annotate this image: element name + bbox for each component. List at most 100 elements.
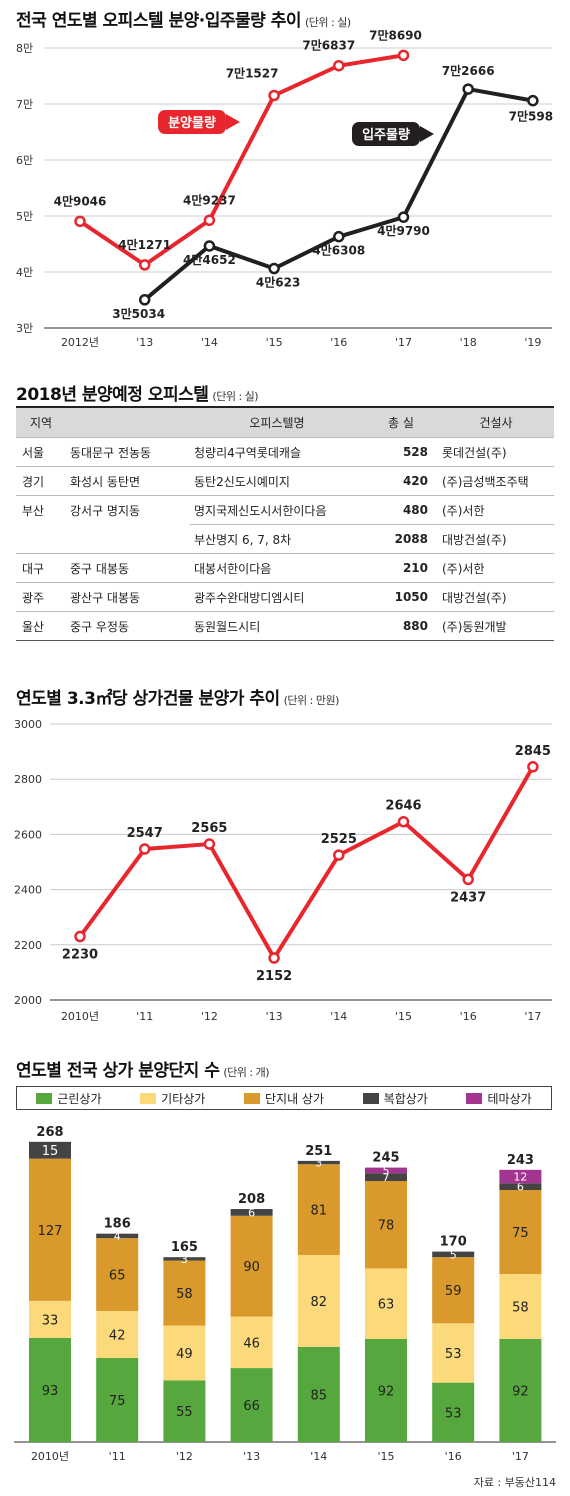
bar-segment — [432, 1382, 475, 1442]
header-region: 지역 — [16, 406, 66, 438]
cell-total: 210 — [364, 553, 438, 583]
cell-total: 880 — [364, 611, 438, 641]
data-point — [203, 214, 216, 227]
series-tag-pointer — [420, 126, 434, 142]
bar-total-label: 170 — [440, 1235, 467, 1250]
series-tag — [158, 110, 226, 134]
segment-label: 7 — [383, 1171, 390, 1184]
cell-district — [66, 525, 190, 554]
cell-builder: (주)금성백조주택 — [438, 466, 554, 496]
x-tick-label: '15 — [395, 1010, 412, 1023]
segment-label: 42 — [109, 1328, 126, 1343]
cell-name: 명지국제신도시서한이다음 — [190, 495, 364, 525]
segment-label: 78 — [378, 1219, 395, 1234]
data-point — [333, 230, 345, 243]
segment-label: 53 — [445, 1347, 462, 1362]
bar-total-label: 243 — [507, 1153, 534, 1168]
data-label: 4만9790 — [377, 223, 430, 238]
y-tick-label: 3만 — [16, 322, 33, 335]
x-tick-label: 2010년 — [61, 1010, 99, 1023]
data-label: 7만6837 — [302, 38, 355, 53]
segment-label: 93 — [42, 1384, 59, 1399]
series-tag-pointer — [226, 114, 240, 130]
cell-name: 동원월드시티 — [190, 611, 364, 641]
data-label: 4만9046 — [54, 193, 107, 208]
series-tag-label: 입주물량 — [362, 128, 410, 143]
segment-label: 82 — [311, 1295, 328, 1310]
cell-region — [16, 525, 66, 554]
data-label: 4만4652 — [183, 252, 236, 267]
segment-label: 75 — [109, 1394, 126, 1409]
data-label: 4만6308 — [312, 243, 365, 258]
x-tick-label: '11 — [136, 1010, 153, 1023]
data-label: 2437 — [450, 890, 486, 905]
data-point — [527, 761, 539, 773]
legend-item: 근린상가 — [36, 1090, 102, 1107]
cell-region: 서울 — [16, 437, 66, 467]
x-tick-label: '16 — [330, 336, 347, 349]
bar-segment — [29, 1300, 71, 1338]
header-district — [66, 406, 190, 438]
y-tick-label: 5만 — [16, 210, 33, 223]
segment-label: 6 — [248, 1206, 255, 1219]
legend-label: 단지내 상가 — [264, 1091, 324, 1106]
cell-builder: 롯데건설(주) — [438, 437, 554, 467]
bar-segment — [432, 1251, 475, 1258]
x-tick-label: '15 — [377, 1450, 394, 1463]
legend-item: 기타상가 — [140, 1090, 205, 1107]
bar-total-label: 245 — [372, 1151, 399, 1166]
data-point — [268, 262, 280, 275]
y-tick-label: 4만 — [16, 266, 33, 279]
segment-label: 33 — [42, 1313, 59, 1328]
data-point — [333, 849, 345, 861]
data-label: 4만623 — [256, 275, 300, 290]
cell-district: 강서구 명지동 — [66, 495, 190, 525]
segment-label: 63 — [378, 1298, 395, 1313]
cell-total: 480 — [364, 495, 438, 525]
bar-segment — [432, 1323, 475, 1383]
segment-label: 81 — [311, 1204, 328, 1219]
chart2-title: 연도별 3.3㎡당 상가건물 분양가 추이 (단위 : 만원) — [16, 689, 339, 709]
bar-segment — [163, 1257, 206, 1261]
legend-swatch — [36, 1092, 53, 1104]
table-row: 울산 중구 우정동 동원월드시티 880 (주)동원개발 — [16, 611, 554, 641]
table-row: 부산명지 6, 7, 8차 2088 대방건설(주) — [16, 524, 554, 554]
bar-segment — [29, 1141, 71, 1159]
legend-swatch — [140, 1092, 157, 1104]
chart3-unit: (단위 : 개) — [223, 1066, 270, 1079]
bar-segment — [297, 1346, 340, 1442]
series-tag — [352, 122, 420, 146]
data-label: 7만1527 — [226, 65, 279, 80]
data-point — [74, 930, 86, 943]
cell-region: 광주 — [16, 582, 66, 612]
legend-label: 복합상가 — [383, 1091, 428, 1106]
cell-district: 중구 우정동 — [66, 611, 190, 641]
bar-segment — [230, 1209, 273, 1216]
segment-label: 55 — [176, 1405, 193, 1420]
data-label: 2565 — [191, 821, 227, 836]
x-tick-label: '13 — [136, 336, 153, 349]
data-point — [527, 94, 539, 107]
cell-builder: (주)동원개발 — [438, 611, 554, 641]
data-label: 7만598 — [509, 109, 553, 124]
x-tick-label: 2012년 — [61, 336, 99, 349]
cell-total: 1050 — [364, 582, 438, 612]
bar-segment — [432, 1257, 475, 1324]
legend-label: 테마상가 — [487, 1091, 532, 1106]
chart1-unit: (단위 : 실) — [305, 16, 351, 29]
bar-segment — [499, 1274, 542, 1339]
segment-label: 3 — [315, 1157, 322, 1170]
y-tick-label: 7만 — [16, 98, 33, 111]
legend-swatch — [362, 1092, 379, 1104]
bar-total-label: 186 — [104, 1217, 131, 1232]
segment-label: 3 — [181, 1253, 188, 1266]
x-tick-label: '13 — [243, 1450, 260, 1463]
header-total: 총 실 — [364, 406, 438, 438]
data-point — [397, 211, 410, 223]
data-label: 3만5034 — [112, 306, 165, 321]
bar-segment — [365, 1173, 407, 1182]
x-tick-label: '13 — [266, 1010, 283, 1023]
segment-label: 58 — [512, 1300, 529, 1315]
data-point — [268, 89, 280, 102]
data-label: 2152 — [256, 969, 292, 984]
